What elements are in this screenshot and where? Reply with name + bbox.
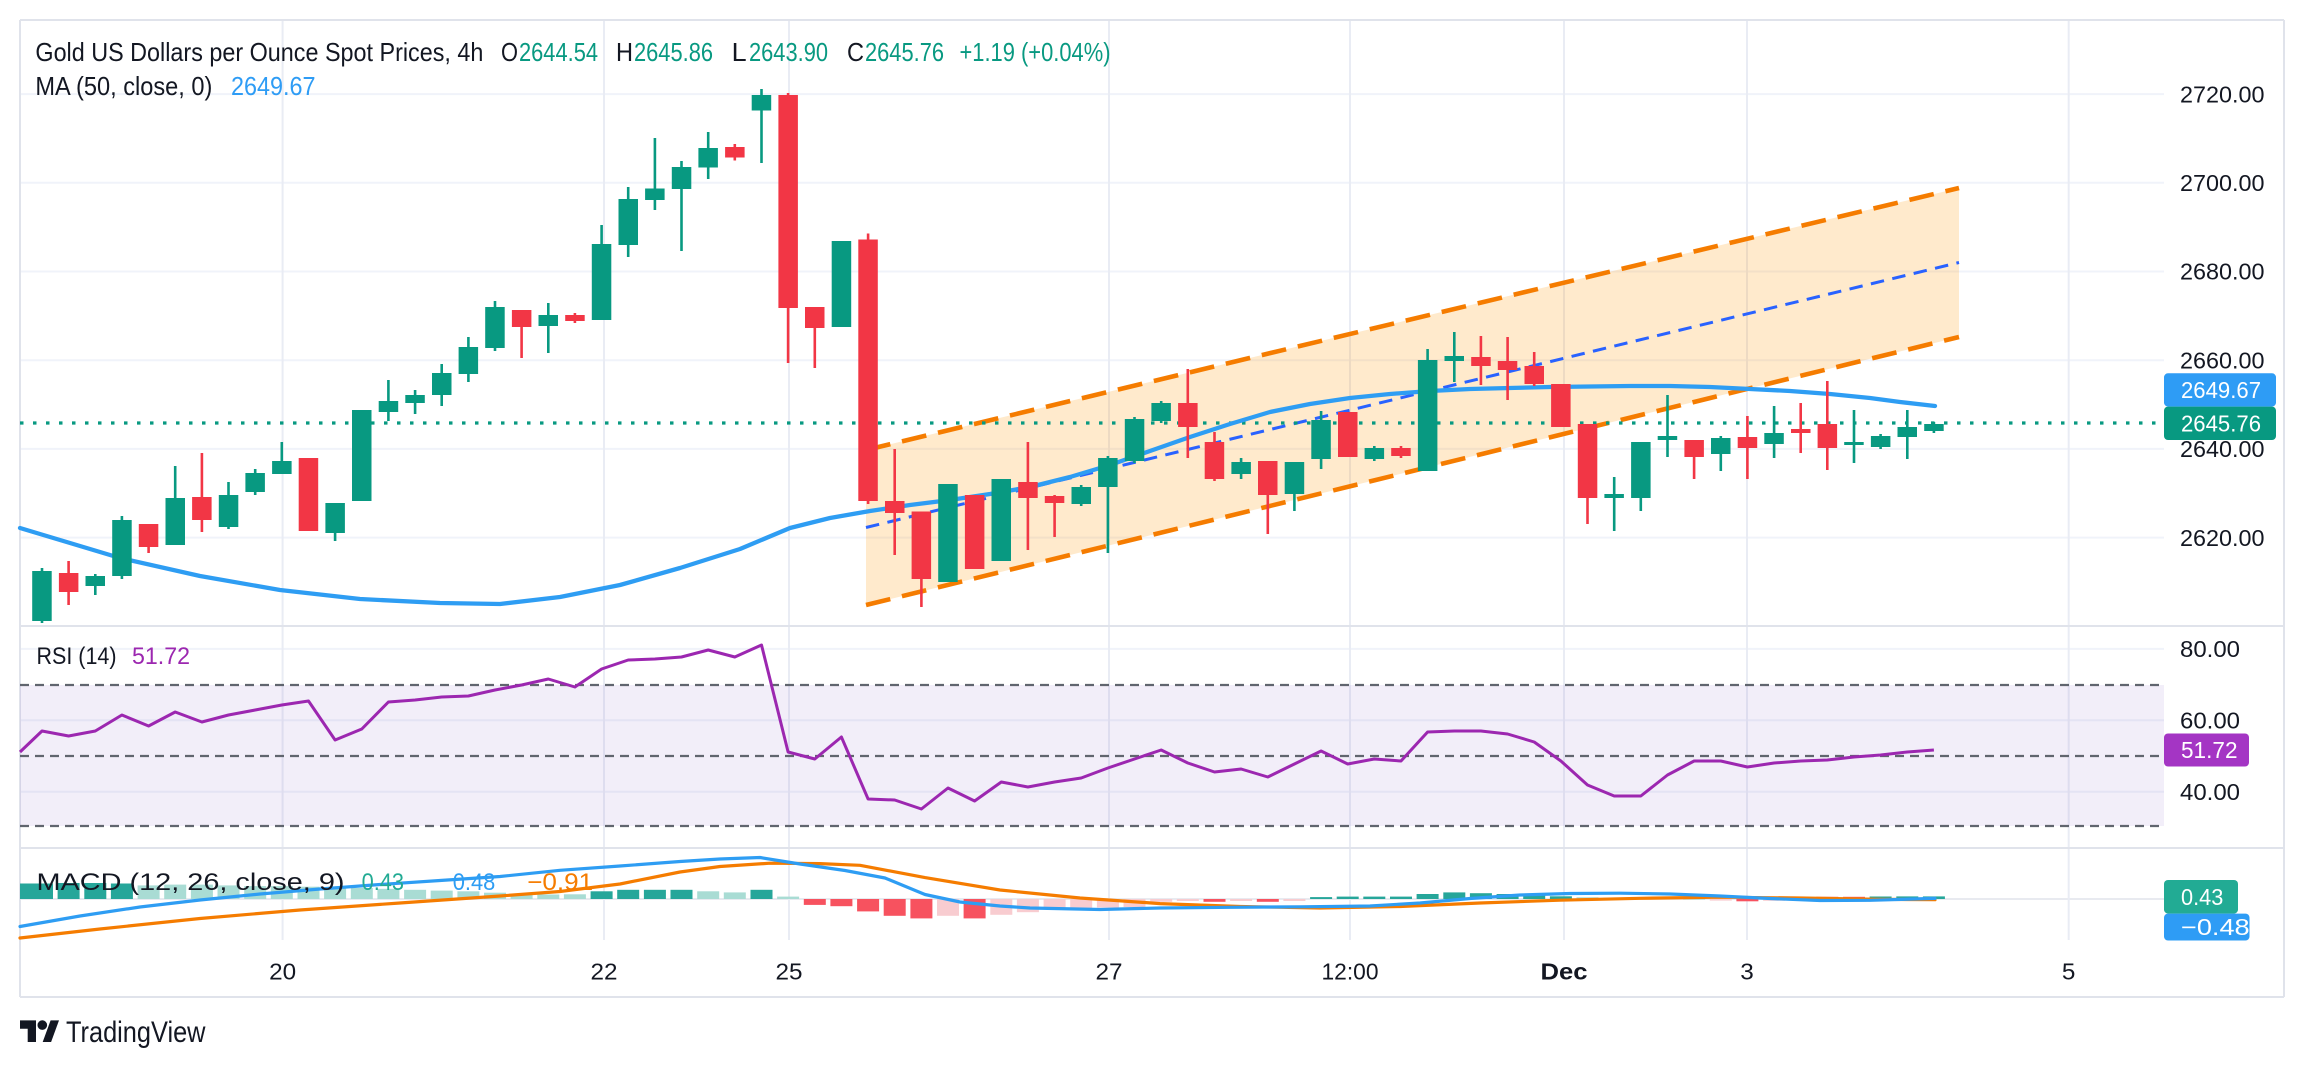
svg-text:2645.76: 2645.76 [865, 37, 944, 67]
svg-text:O: O [501, 37, 518, 67]
svg-text:0.43: 0.43 [362, 869, 404, 896]
svg-text:51.72: 51.72 [2181, 737, 2238, 763]
svg-text:+1.19 (+0.04%): +1.19 (+0.04%) [960, 37, 1111, 67]
svg-text:2649.67: 2649.67 [231, 71, 316, 101]
svg-text:2645.76: 2645.76 [2181, 411, 2261, 437]
svg-text:60.00: 60.00 [2180, 708, 2240, 734]
svg-text:2643.90: 2643.90 [749, 37, 828, 67]
svg-text:2700.00: 2700.00 [2180, 170, 2265, 196]
svg-text:22: 22 [591, 959, 618, 985]
svg-text:40.00: 40.00 [2180, 779, 2240, 805]
svg-text:MA (50, close, 0): MA (50, close, 0) [35, 71, 212, 101]
svg-text:2640.00: 2640.00 [2180, 436, 2265, 462]
svg-text:80.00: 80.00 [2180, 636, 2240, 662]
svg-text:25: 25 [776, 959, 803, 985]
svg-text:−0.91: −0.91 [527, 869, 593, 896]
svg-text:C: C [847, 37, 864, 67]
svg-text:MACD (12, 26, close, 9): MACD (12, 26, close, 9) [37, 869, 345, 896]
svg-text:Gold US Dollars per Ounce Spot: Gold US Dollars per Ounce Spot Prices, 4… [35, 37, 483, 67]
svg-text:RSI (14): RSI (14) [37, 643, 117, 670]
svg-text:2644.54: 2644.54 [519, 37, 598, 67]
svg-text:−0.48: −0.48 [2181, 914, 2250, 940]
svg-text:20: 20 [269, 959, 296, 985]
svg-text:H: H [616, 37, 633, 67]
svg-text:2620.00: 2620.00 [2180, 525, 2265, 551]
svg-text:TradingView: TradingView [66, 1016, 206, 1049]
svg-text:0.48: 0.48 [453, 869, 496, 896]
svg-text:27: 27 [1096, 959, 1123, 985]
svg-text:Dec: Dec [1541, 959, 1588, 985]
svg-text:2645.86: 2645.86 [634, 37, 713, 67]
svg-text:3: 3 [1740, 959, 1754, 985]
svg-text:L: L [732, 37, 747, 67]
svg-text:2680.00: 2680.00 [2180, 259, 2265, 285]
svg-text:0.43: 0.43 [2181, 884, 2223, 910]
svg-text:12:00: 12:00 [1322, 959, 1379, 985]
svg-text:2649.67: 2649.67 [2181, 377, 2261, 403]
svg-text:2660.00: 2660.00 [2180, 347, 2265, 373]
svg-text:51.72: 51.72 [132, 643, 190, 670]
svg-text:5: 5 [2062, 959, 2076, 985]
svg-text:2720.00: 2720.00 [2180, 81, 2265, 107]
